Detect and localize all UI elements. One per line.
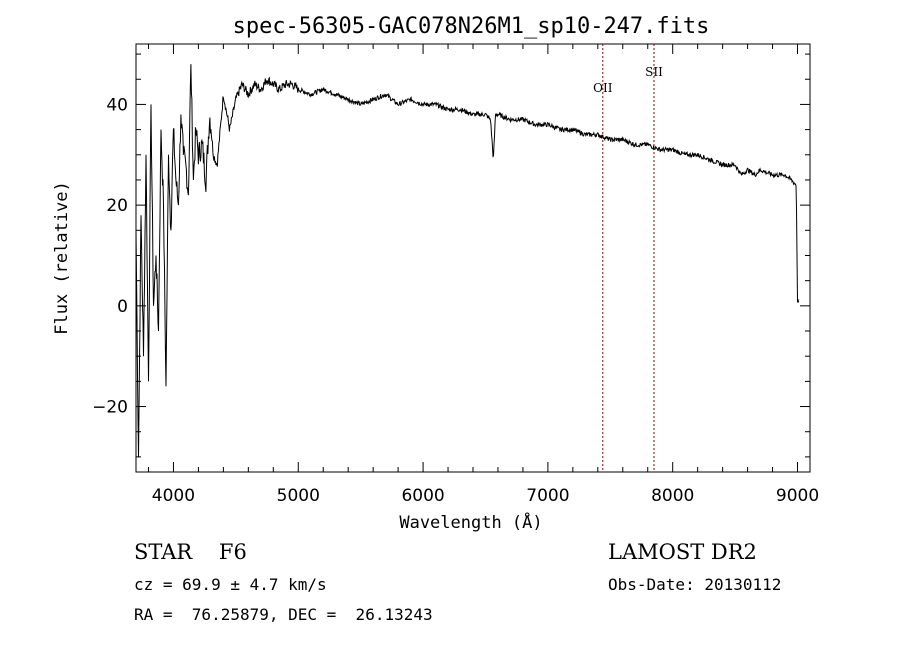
x-tick-label: 7000: [526, 486, 569, 506]
emission-marker-label: SII: [645, 65, 663, 79]
x-tick-label: 9000: [776, 486, 819, 506]
y-tick-label: −20: [92, 398, 128, 418]
x-axis-label: Wavelength (Å): [399, 511, 542, 533]
chart-title: spec-56305-GAC078N26M1_sp10-247.fits: [233, 14, 710, 39]
emission-marker-label: OII: [593, 81, 613, 95]
emission-line-markers: OII SII: [593, 44, 663, 472]
axis-ticks: 4000 5000 6000 7000 8000 9000 −20 0 20 40: [92, 44, 819, 506]
y-tick-label: 40: [106, 95, 128, 115]
y-tick-label: 20: [106, 196, 128, 216]
x-tick-label: 6000: [401, 486, 444, 506]
plot-frame: [135, 43, 811, 473]
y-axis-label: Flux (relative): [52, 181, 72, 335]
survey-name: LAMOST DR2: [608, 540, 757, 564]
observation-date: Obs-Date: 20130112: [608, 575, 782, 594]
y-tick-label: 0: [117, 297, 128, 317]
redshift-text: cz = 69.9 ± 4.7 km/s: [134, 575, 327, 594]
x-tick-label: 5000: [277, 486, 320, 506]
x-tick-label: 4000: [152, 486, 195, 506]
spectrum-line: [135, 64, 799, 457]
x-tick-label: 8000: [651, 486, 694, 506]
coordinates-text: RA = 76.25879, DEC = 26.13243: [134, 605, 433, 624]
star-class-text: STAR F6: [134, 540, 247, 564]
